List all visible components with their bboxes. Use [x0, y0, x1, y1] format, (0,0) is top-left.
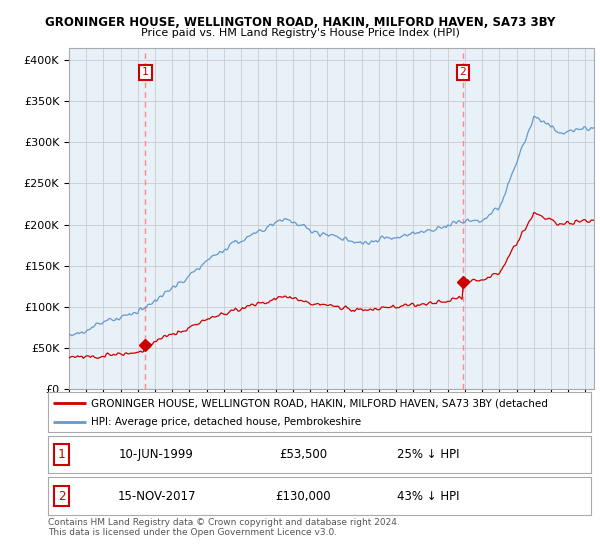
Text: 1: 1 [58, 448, 65, 461]
Text: Contains HM Land Registry data © Crown copyright and database right 2024.
This d: Contains HM Land Registry data © Crown c… [48, 518, 400, 538]
Text: 2: 2 [58, 489, 65, 503]
Text: £130,000: £130,000 [275, 489, 331, 503]
Text: Price paid vs. HM Land Registry's House Price Index (HPI): Price paid vs. HM Land Registry's House … [140, 28, 460, 38]
Text: 1: 1 [142, 67, 149, 77]
Text: GRONINGER HOUSE, WELLINGTON ROAD, HAKIN, MILFORD HAVEN, SA73 3BY (detached: GRONINGER HOUSE, WELLINGTON ROAD, HAKIN,… [91, 398, 548, 408]
Text: 10-JUN-1999: 10-JUN-1999 [119, 448, 194, 461]
Text: 2: 2 [460, 67, 466, 77]
Text: 15-NOV-2017: 15-NOV-2017 [118, 489, 196, 503]
Text: 43% ↓ HPI: 43% ↓ HPI [397, 489, 460, 503]
Text: 25% ↓ HPI: 25% ↓ HPI [397, 448, 460, 461]
Text: HPI: Average price, detached house, Pembrokeshire: HPI: Average price, detached house, Pemb… [91, 417, 362, 427]
Text: GRONINGER HOUSE, WELLINGTON ROAD, HAKIN, MILFORD HAVEN, SA73 3BY: GRONINGER HOUSE, WELLINGTON ROAD, HAKIN,… [45, 16, 555, 29]
Text: £53,500: £53,500 [279, 448, 327, 461]
